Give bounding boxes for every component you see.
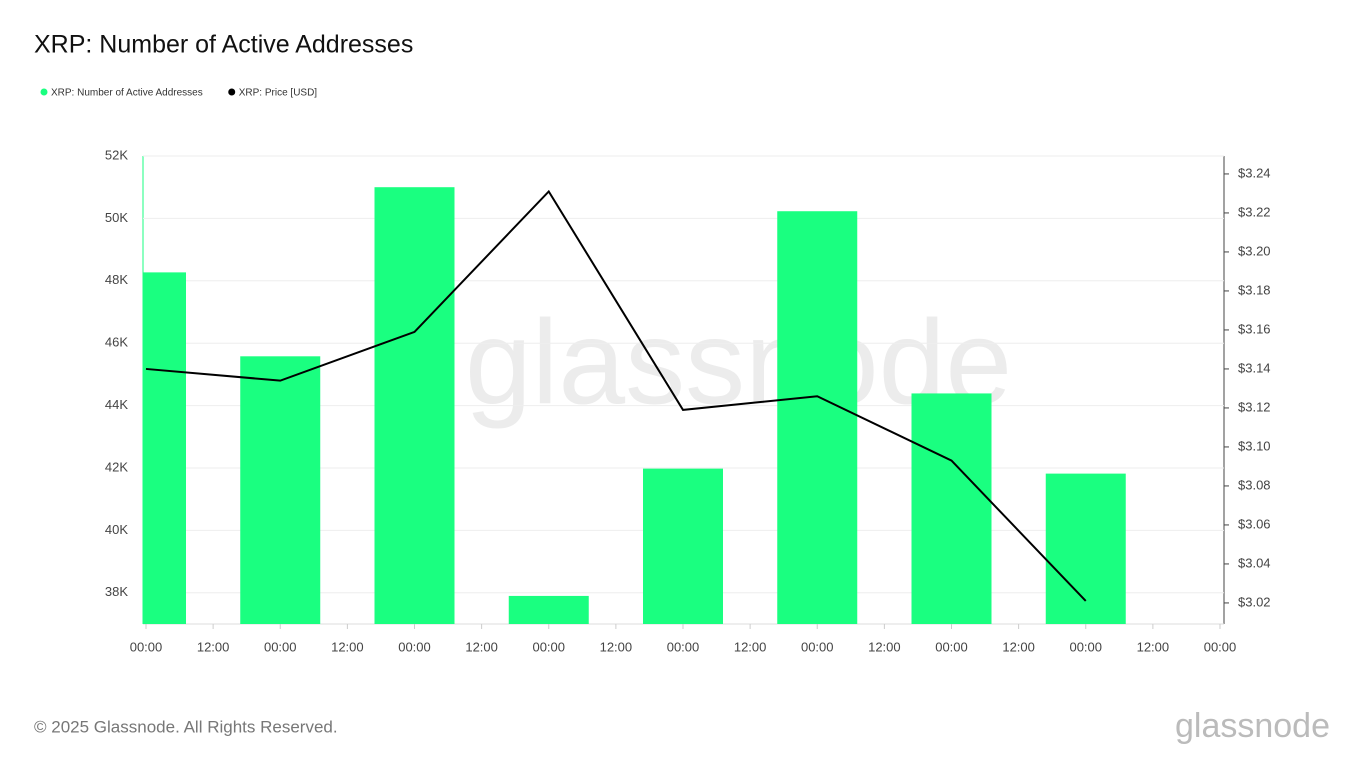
y2-tick-label: $3.20 bbox=[1238, 243, 1271, 258]
bar bbox=[777, 211, 858, 624]
x-tick-label: 12:00 bbox=[197, 639, 230, 654]
x-tick-label: 12:00 bbox=[465, 639, 498, 654]
y2-tick-label: $3.02 bbox=[1238, 594, 1271, 609]
y-tick-label: 46K bbox=[105, 335, 128, 350]
bar bbox=[643, 468, 723, 624]
x-tick-label: 00:00 bbox=[532, 639, 565, 654]
x-tick-label: 12:00 bbox=[1002, 639, 1035, 654]
y2-tick-label: $3.06 bbox=[1238, 516, 1271, 531]
y2-tick-label: $3.04 bbox=[1238, 555, 1271, 570]
x-tick-label: 12:00 bbox=[1137, 639, 1170, 654]
legend-label: XRP: Number of Active Addresses bbox=[51, 88, 203, 99]
x-tick-label: 00:00 bbox=[1069, 639, 1102, 654]
x-tick-label: 12:00 bbox=[331, 639, 364, 654]
bar bbox=[143, 272, 186, 624]
bar bbox=[374, 187, 455, 624]
x-tick-label: 12:00 bbox=[600, 639, 633, 654]
copyright: © 2025 Glassnode. All Rights Reserved. bbox=[34, 717, 338, 736]
y-tick-label: 50K bbox=[105, 210, 128, 225]
logo: glassnode bbox=[1175, 707, 1330, 745]
y-tick-label: 38K bbox=[105, 584, 128, 599]
bar bbox=[911, 393, 992, 624]
chart-title: XRP: Number of Active Addresses bbox=[34, 31, 413, 59]
bar bbox=[1045, 473, 1126, 624]
y-tick-label: 44K bbox=[105, 397, 128, 412]
y2-tick-label: $3.08 bbox=[1238, 477, 1271, 492]
bar bbox=[240, 356, 321, 624]
y2-tick-label: $3.16 bbox=[1238, 321, 1271, 336]
y2-tick-label: $3.18 bbox=[1238, 282, 1271, 297]
x-tick-label: 00:00 bbox=[398, 639, 431, 654]
bar bbox=[508, 595, 589, 624]
x-tick-label: 00:00 bbox=[264, 639, 297, 654]
legend-marker bbox=[40, 88, 48, 96]
plot-area bbox=[143, 187, 1126, 624]
y-tick-label: 40K bbox=[105, 522, 128, 537]
y-tick-label: 42K bbox=[105, 459, 128, 474]
price-line bbox=[145, 189, 1087, 602]
x-tick-label: 12:00 bbox=[734, 639, 767, 654]
y2-tick-label: $3.24 bbox=[1238, 165, 1271, 180]
legend-marker bbox=[228, 88, 236, 96]
x-tick-label: 12:00 bbox=[868, 639, 901, 654]
y2-tick-label: $3.12 bbox=[1238, 399, 1271, 414]
x-tick-label: 00:00 bbox=[801, 639, 834, 654]
y-tick-label: 48K bbox=[105, 272, 128, 287]
y2-tick-label: $3.14 bbox=[1238, 360, 1271, 375]
y2-tick-label: $3.10 bbox=[1238, 438, 1271, 453]
x-tick-label: 00:00 bbox=[667, 639, 700, 654]
y-tick-label: 52K bbox=[105, 147, 128, 162]
legend-label: XRP: Price [USD] bbox=[239, 88, 318, 99]
x-tick-label: 00:00 bbox=[130, 639, 163, 654]
x-tick-label: 00:00 bbox=[1204, 639, 1237, 654]
x-tick-label: 00:00 bbox=[935, 639, 968, 654]
y2-tick-label: $3.22 bbox=[1238, 204, 1271, 219]
